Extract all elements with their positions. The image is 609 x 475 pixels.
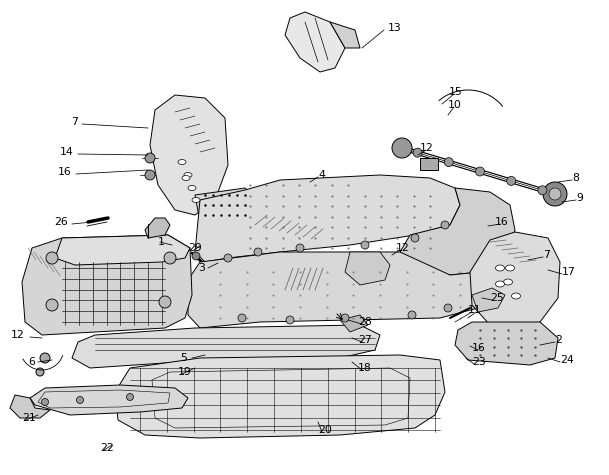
Text: 21: 21: [22, 413, 36, 423]
Polygon shape: [400, 188, 515, 275]
Ellipse shape: [496, 265, 504, 271]
Text: 29: 29: [188, 243, 202, 253]
Text: 12: 12: [11, 330, 25, 340]
Text: 19: 19: [178, 367, 192, 377]
Text: 28: 28: [358, 317, 371, 327]
Circle shape: [224, 254, 232, 262]
Text: 5: 5: [180, 353, 187, 363]
Text: 12: 12: [396, 243, 410, 253]
Polygon shape: [345, 252, 390, 285]
Polygon shape: [285, 12, 345, 72]
Circle shape: [341, 314, 349, 322]
Text: 8: 8: [572, 173, 579, 183]
Circle shape: [159, 296, 171, 308]
Circle shape: [77, 397, 83, 403]
Circle shape: [507, 176, 516, 185]
Polygon shape: [10, 395, 50, 418]
Text: 27: 27: [358, 335, 371, 345]
Polygon shape: [72, 325, 380, 368]
Text: 20: 20: [318, 425, 332, 435]
Circle shape: [192, 252, 200, 260]
Ellipse shape: [178, 160, 186, 164]
Polygon shape: [340, 315, 368, 332]
Polygon shape: [195, 188, 258, 225]
Text: 26: 26: [54, 217, 68, 227]
Text: 10: 10: [448, 100, 462, 110]
Circle shape: [441, 221, 449, 229]
Text: 22: 22: [100, 443, 114, 453]
Polygon shape: [150, 95, 228, 215]
Circle shape: [444, 304, 452, 312]
Circle shape: [445, 158, 453, 167]
Polygon shape: [30, 385, 188, 415]
Circle shape: [36, 368, 44, 376]
Ellipse shape: [188, 186, 196, 190]
Text: 24: 24: [560, 355, 574, 365]
Circle shape: [549, 188, 561, 200]
Circle shape: [238, 314, 246, 322]
Circle shape: [543, 182, 567, 206]
Text: 14: 14: [60, 147, 74, 157]
Circle shape: [127, 393, 133, 400]
Circle shape: [254, 248, 262, 256]
Text: 3: 3: [198, 263, 205, 273]
Circle shape: [476, 167, 485, 176]
Polygon shape: [330, 22, 360, 48]
Text: 11: 11: [468, 305, 482, 315]
Text: 1: 1: [158, 237, 165, 247]
Circle shape: [40, 353, 50, 363]
Text: 16: 16: [495, 217, 509, 227]
Circle shape: [411, 234, 419, 242]
Text: 7: 7: [543, 250, 550, 260]
Text: 25: 25: [490, 293, 504, 303]
FancyBboxPatch shape: [420, 158, 438, 170]
Polygon shape: [472, 288, 505, 312]
Text: 18: 18: [358, 363, 371, 373]
Ellipse shape: [496, 281, 504, 287]
Ellipse shape: [512, 293, 521, 299]
Polygon shape: [55, 235, 190, 265]
Ellipse shape: [192, 198, 200, 202]
Text: 7: 7: [71, 117, 78, 127]
Circle shape: [46, 299, 58, 311]
Circle shape: [41, 399, 49, 406]
Text: 15: 15: [449, 87, 463, 97]
Circle shape: [286, 316, 294, 324]
Circle shape: [392, 138, 412, 158]
Circle shape: [538, 186, 547, 195]
Ellipse shape: [504, 279, 513, 285]
Polygon shape: [470, 232, 560, 332]
Circle shape: [145, 153, 155, 163]
Text: 13: 13: [388, 23, 402, 33]
Polygon shape: [145, 218, 170, 238]
Text: 23: 23: [472, 357, 486, 367]
Text: 17: 17: [562, 267, 576, 277]
Text: 6: 6: [28, 357, 35, 367]
Text: 12: 12: [420, 143, 434, 153]
Ellipse shape: [182, 175, 190, 180]
Polygon shape: [22, 235, 192, 335]
Text: 9: 9: [576, 193, 583, 203]
Circle shape: [361, 241, 369, 249]
Circle shape: [164, 252, 176, 264]
Circle shape: [145, 170, 155, 180]
Text: 16: 16: [472, 343, 486, 353]
Polygon shape: [195, 175, 460, 262]
Text: 4: 4: [318, 170, 325, 180]
Text: 2: 2: [555, 335, 562, 345]
Circle shape: [408, 311, 416, 319]
Polygon shape: [115, 355, 445, 438]
Ellipse shape: [184, 172, 192, 178]
Polygon shape: [188, 252, 490, 328]
Text: 16: 16: [58, 167, 72, 177]
Circle shape: [413, 148, 422, 157]
Ellipse shape: [505, 265, 515, 271]
Circle shape: [46, 252, 58, 264]
Polygon shape: [455, 322, 558, 365]
Circle shape: [296, 244, 304, 252]
